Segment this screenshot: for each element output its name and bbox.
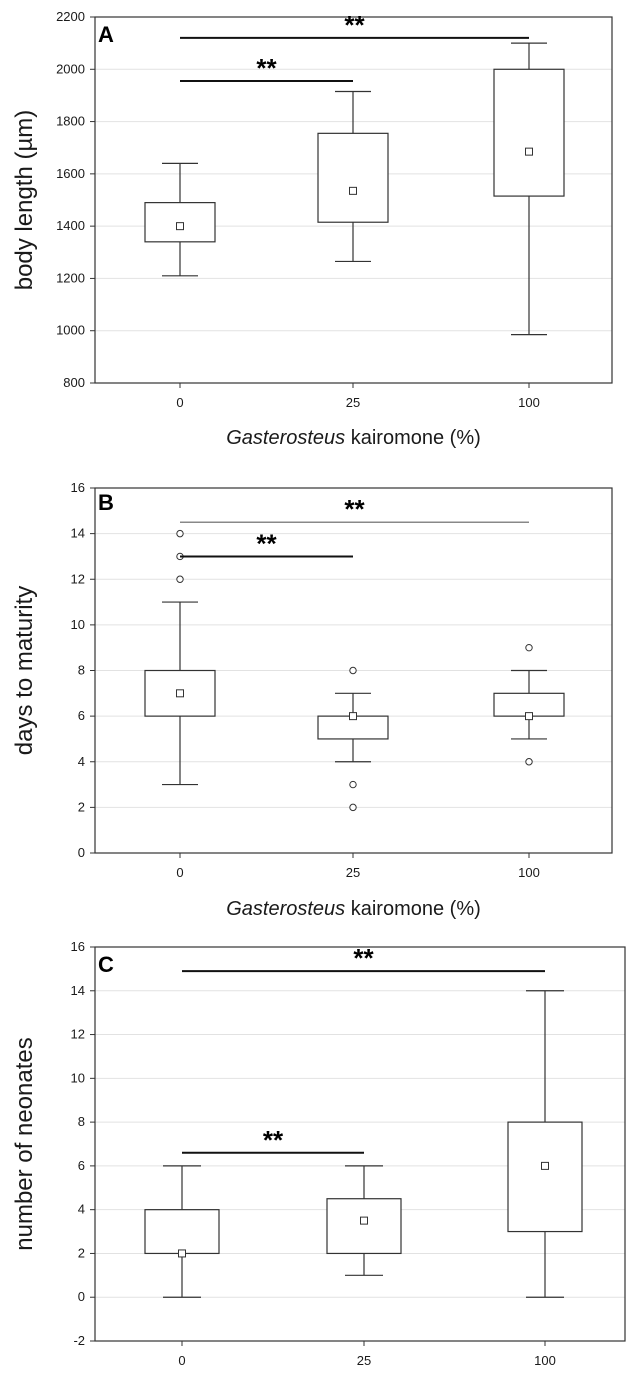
x-tick-label: 100 <box>518 395 540 410</box>
outlier-point <box>349 780 357 789</box>
y-tick-label: 10 <box>71 1070 85 1085</box>
y-tick-label: 2 <box>78 1245 85 1260</box>
box-25 <box>317 666 389 812</box>
box-0 <box>144 1165 220 1298</box>
y-tick-label: 8 <box>78 1114 85 1129</box>
iqr-box <box>144 1209 220 1255</box>
x-tick-label: 25 <box>346 395 360 410</box>
significance-stars: ** <box>353 943 374 973</box>
significance-stars: ** <box>256 53 277 83</box>
y-tick-label: 0 <box>78 845 85 860</box>
box-0 <box>144 529 216 786</box>
x-tick-label: 25 <box>346 865 360 880</box>
y-tick-label: 4 <box>78 1202 85 1217</box>
y-tick-label: 1600 <box>56 166 85 181</box>
x-axis-title-rest: kairomone (%) <box>345 427 481 449</box>
outlier-point <box>349 666 357 675</box>
y-tick-label: 12 <box>71 571 85 586</box>
y-tick-label: -2 <box>73 1333 85 1348</box>
y-tick-label: 1400 <box>56 218 85 233</box>
outlier-point <box>525 643 533 652</box>
x-axis-title: Gasterosteus kairomone (%) <box>226 898 481 920</box>
significance-stars: ** <box>256 528 277 558</box>
panel-letter: A <box>98 22 114 47</box>
median-marker <box>178 1249 186 1258</box>
panel-letter: C <box>98 952 114 977</box>
x-axis-title-genus: Gasterosteus <box>226 427 345 449</box>
box-100 <box>493 643 565 766</box>
y-tick-label: 16 <box>71 939 85 954</box>
x-axis-title-genus: Gasterosteus <box>226 898 345 920</box>
significance-stars: ** <box>344 494 365 524</box>
y-tick-label: 12 <box>71 1027 85 1042</box>
y-tick-label: 6 <box>78 1158 85 1173</box>
box-100 <box>493 42 565 336</box>
median-marker <box>176 222 184 231</box>
box-100 <box>507 990 583 1298</box>
iqr-box <box>493 68 565 197</box>
y-tick-label: 4 <box>78 754 85 769</box>
y-tick-label: 2200 <box>56 9 85 24</box>
panel-letter: B <box>98 490 114 515</box>
chart-panel-a: 800 1000 1200 1400 1600 1800 2000 2200 0 25 100 ** *… <box>11 9 613 449</box>
x-tick-label: 0 <box>176 395 183 410</box>
y-tick-label: 6 <box>78 708 85 723</box>
outlier-point <box>176 529 184 538</box>
median-marker <box>525 712 533 721</box>
iqr-box <box>326 1198 402 1255</box>
y-tick-label: 2 <box>78 799 85 814</box>
x-tick-label: 25 <box>357 1353 371 1368</box>
x-tick-label: 0 <box>178 1353 185 1368</box>
y-tick-label: 14 <box>71 983 85 998</box>
plot-frame <box>94 946 626 1342</box>
y-tick-label: 16 <box>71 480 85 495</box>
x-axis-title-rest: kairomone (%) <box>345 898 481 920</box>
y-tick-label: 0 <box>78 1289 85 1304</box>
x-tick-label: 100 <box>534 1353 556 1368</box>
outlier-point <box>349 803 357 812</box>
y-axis-title: days to maturity <box>11 586 38 755</box>
box-25 <box>326 1165 402 1276</box>
x-tick-label: 0 <box>176 865 183 880</box>
significance-stars: ** <box>344 10 365 40</box>
y-tick-label: 8 <box>78 663 85 678</box>
y-tick-label: 2000 <box>56 61 85 76</box>
box-25 <box>317 90 389 263</box>
median-marker <box>360 1216 368 1225</box>
y-tick-label: 1200 <box>56 270 85 285</box>
y-tick-label: 10 <box>71 617 85 632</box>
median-marker <box>176 689 184 698</box>
y-axis-title: number of neonates <box>11 1037 38 1250</box>
median-marker <box>349 186 357 195</box>
x-axis-title: Gasterosteus kairomone (%) <box>226 427 481 449</box>
x-tick-label: 100 <box>518 865 540 880</box>
box-0 <box>144 162 216 277</box>
y-tick-label: 1000 <box>56 323 85 338</box>
median-marker <box>541 1161 549 1170</box>
iqr-box <box>317 132 389 223</box>
significance-stars: ** <box>263 1125 284 1155</box>
y-tick-label: 1800 <box>56 114 85 129</box>
y-tick-label: 800 <box>63 375 85 390</box>
iqr-box <box>507 1121 583 1233</box>
iqr-box <box>144 669 216 717</box>
outlier-point <box>525 758 533 766</box>
median-marker <box>349 712 357 721</box>
outlier-point <box>176 575 184 583</box>
y-axis-title: body length (µm) <box>11 110 38 291</box>
y-tick-label: 14 <box>71 526 85 541</box>
median-marker <box>525 147 533 156</box>
